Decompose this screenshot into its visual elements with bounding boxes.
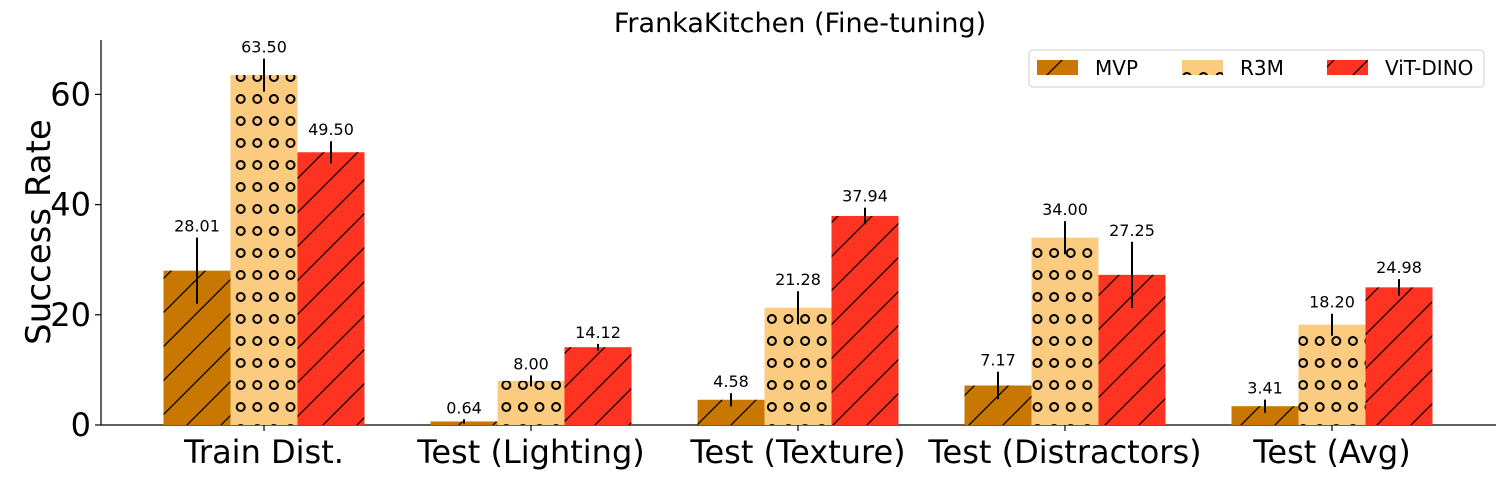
data-label-mvp: 3.41 [1247,379,1283,398]
data-label-vit-dino: 24.98 [1376,258,1422,277]
data-label-mvp: 0.64 [446,398,482,417]
legend-swatch-hatch-vit-dino [1327,60,1368,75]
data-label-vit-dino: 27.25 [1109,221,1155,240]
data-label-vit-dino: 14.12 [575,323,621,342]
x-tick-label: Test (Distractors) [927,433,1201,471]
x-tick-label: Train Dist. [183,433,344,471]
data-label-vit-dino: 37.94 [842,187,888,206]
bar-hatch-vit-dino [564,347,632,425]
x-tick-label: Test (Avg) [1252,433,1410,471]
error-bars [196,58,1400,424]
legend-label-mvp: MVP [1095,56,1138,80]
y-tick-label: 20 [50,296,91,334]
data-label-mvp: 4.58 [713,372,749,391]
bar-hatch-vit-dino [831,215,899,425]
legend-swatch-hatch-r3m [1182,60,1223,75]
data-label-r3m: 63.50 [241,38,287,57]
bar-hatch-r3m [230,75,298,426]
bar-hatch-r3m [1031,237,1099,425]
legend-swatch-hatch-mvp [1037,60,1078,75]
bars [163,75,1433,426]
bar-hatch-mvp [1231,406,1299,425]
data-label-r3m: 18.20 [1309,293,1355,312]
bar-hatch-vit-dino [297,152,365,425]
bar-hatch-vit-dino [1365,287,1433,425]
x-ticks: Train Dist. Test (Lighting) Test (Texture)… [183,425,1411,471]
x-tick-label: Test (Lighting) [416,433,645,471]
data-label-r3m: 21.28 [775,270,821,289]
data-label-r3m: 34.00 [1042,200,1088,219]
chart-title: FrankaKitchen (Fine-tuning) [614,8,986,39]
legend-label-vit-dino: ViT-DINO [1385,56,1473,80]
data-label-vit-dino: 49.50 [308,120,354,139]
data-label-mvp: 28.01 [174,217,220,236]
bar-hatch-r3m [1298,324,1366,425]
y-axis-label: Success Rate [19,119,59,345]
y-ticks: 0 20 40 60 [50,75,101,444]
y-tick-label: 60 [50,75,91,113]
legend: MVP R3M ViT-DINO [1028,49,1485,88]
bar-hatch-r3m [764,307,832,425]
x-tick-label: Test (Texture) [689,433,905,471]
legend-label-r3m: R3M [1240,56,1284,80]
bar-hatch-r3m [497,380,565,425]
y-tick-label: 0 [71,406,91,444]
data-label-mvp: 7.17 [980,351,1016,370]
legend-frame [1028,49,1485,88]
data-label-r3m: 8.00 [513,354,549,373]
y-tick-label: 40 [50,186,91,224]
data-labels: 28.01 0.64 4.58 7.17 3.41 63.50 8.00 21.28 34.00… [174,38,1422,418]
